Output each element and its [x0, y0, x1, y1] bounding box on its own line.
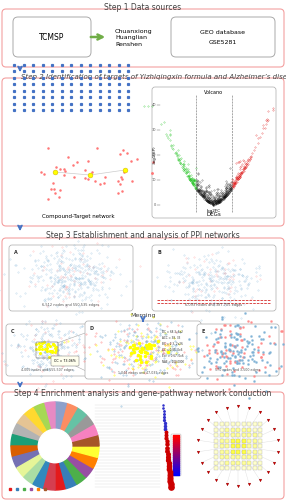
FancyBboxPatch shape [13, 17, 91, 57]
Text: ACC = 38, 33: ACC = 38, 33 [162, 336, 180, 340]
Polygon shape [55, 415, 93, 446]
Text: Step 4 Enrichment analysis and gene-pathway network conduction: Step 4 Enrichment analysis and gene-path… [14, 388, 272, 398]
FancyBboxPatch shape [171, 17, 275, 57]
Text: GEO database: GEO database [200, 30, 245, 35]
Text: Ecc = 0.67, 0x6: Ecc = 0.67, 0x6 [162, 354, 184, 358]
Text: DEGs: DEGs [206, 212, 221, 217]
Text: BC = 2.3, 2x26: BC = 2.3, 2x26 [162, 342, 183, 346]
Polygon shape [55, 446, 77, 488]
Text: log2FC: log2FC [207, 209, 221, 213]
Text: OC = 73.06%: OC = 73.06% [54, 359, 76, 363]
Polygon shape [55, 424, 98, 446]
Text: A: A [14, 250, 18, 255]
Polygon shape [11, 434, 55, 446]
Polygon shape [11, 446, 55, 458]
Polygon shape [55, 434, 99, 446]
Text: 4,005 nodes and 555,507 edges: 4,005 nodes and 555,507 edges [21, 368, 73, 372]
Text: GSE5281: GSE5281 [209, 40, 237, 44]
FancyBboxPatch shape [152, 245, 276, 311]
Polygon shape [33, 404, 55, 446]
FancyBboxPatch shape [2, 9, 284, 67]
Text: 40: 40 [152, 103, 156, 107]
Text: Compound-Target network: Compound-Target network [42, 214, 114, 219]
FancyBboxPatch shape [2, 78, 284, 226]
Text: Step 1 Data sources: Step 1 Data sources [104, 2, 182, 12]
Text: Step 2 Identification of targets of Yizhiqingxin formula and Alzheimer’s disease: Step 2 Identification of targets of Yizh… [21, 74, 286, 80]
Text: Volcano: Volcano [204, 90, 224, 94]
Polygon shape [17, 415, 55, 446]
Text: C: C [11, 329, 15, 334]
Text: TCMSP: TCMSP [39, 32, 65, 42]
Circle shape [38, 430, 72, 462]
Text: D: D [90, 326, 94, 331]
Text: Step 3 Establishment and analysis of PPI networks: Step 3 Establishment and analysis of PPI… [46, 232, 240, 240]
Polygon shape [43, 446, 55, 490]
Polygon shape [55, 446, 99, 458]
Polygon shape [24, 408, 55, 446]
Polygon shape [55, 402, 66, 446]
Text: 6,093 nodes and 387,705 edges: 6,093 nodes and 387,705 edges [185, 303, 243, 307]
FancyBboxPatch shape [152, 87, 276, 218]
Polygon shape [17, 446, 55, 477]
Text: 10: 10 [152, 178, 156, 182]
Polygon shape [24, 446, 55, 484]
Text: 570 nodes and 3,500 edges: 570 nodes and 3,500 edges [215, 368, 261, 372]
Text: Chuanxiong: Chuanxiong [115, 30, 153, 35]
FancyBboxPatch shape [2, 238, 284, 384]
Text: E: E [202, 329, 205, 334]
FancyBboxPatch shape [9, 245, 133, 311]
Polygon shape [13, 424, 55, 446]
Polygon shape [33, 446, 55, 488]
Text: Renshen: Renshen [115, 42, 142, 46]
Text: 30: 30 [152, 128, 156, 132]
Polygon shape [43, 402, 55, 446]
FancyBboxPatch shape [2, 392, 284, 499]
Text: 0: 0 [154, 203, 156, 207]
FancyBboxPatch shape [85, 321, 201, 379]
Text: B: B [157, 250, 161, 255]
Text: Huanglian: Huanglian [115, 36, 147, 41]
Text: 20: 20 [152, 153, 156, 157]
Polygon shape [55, 446, 66, 490]
Polygon shape [13, 446, 55, 468]
Text: CC = 0.85, 0x6: CC = 0.85, 0x6 [162, 348, 182, 352]
Polygon shape [55, 446, 86, 484]
FancyBboxPatch shape [51, 356, 79, 366]
FancyBboxPatch shape [6, 324, 88, 376]
Text: -log10(P): -log10(P) [153, 146, 157, 165]
Polygon shape [55, 404, 77, 446]
Text: DC = 68.3, 6x2: DC = 68.3, 6x2 [162, 330, 183, 334]
Polygon shape [55, 408, 86, 446]
Text: NAE = 200.0000: NAE = 200.0000 [162, 360, 184, 364]
Polygon shape [55, 446, 93, 477]
Text: 6,512 nodes and 550,535 edges: 6,512 nodes and 550,535 edges [42, 303, 100, 307]
FancyBboxPatch shape [171, 434, 181, 476]
FancyBboxPatch shape [197, 324, 279, 376]
Text: 1,044 nodes and 47,035 edges: 1,044 nodes and 47,035 edges [118, 371, 168, 375]
Polygon shape [55, 446, 98, 468]
Text: Merging: Merging [130, 314, 156, 318]
